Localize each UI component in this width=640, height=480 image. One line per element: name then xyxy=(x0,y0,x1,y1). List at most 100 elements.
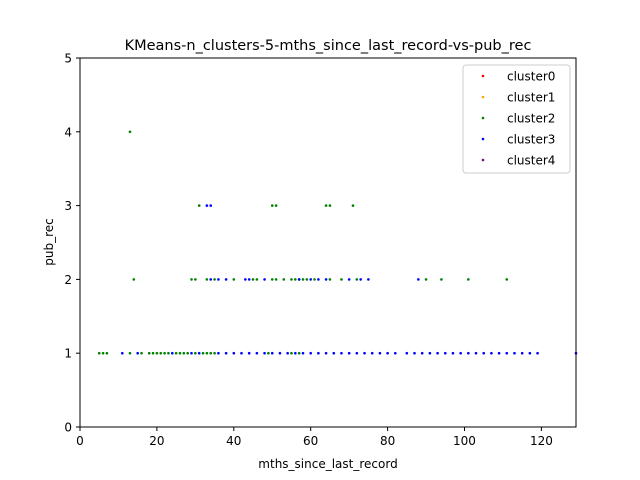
point-cluster3-18 xyxy=(170,351,174,355)
point-cluster2-26 xyxy=(355,278,359,281)
point-cluster3-25 xyxy=(247,351,251,355)
point-cluster2-24 xyxy=(328,278,332,281)
point-cluster3-41 xyxy=(370,351,374,355)
legend-marker-cluster1 xyxy=(481,95,485,99)
point-cluster3-30 xyxy=(286,351,289,355)
point-cluster2-18 xyxy=(290,278,293,281)
point-cluster2-15 xyxy=(270,278,274,281)
point-cluster3-24 xyxy=(240,351,243,355)
x-tick-label: 120 xyxy=(530,434,553,448)
point-cluster2-46 xyxy=(194,351,197,355)
point-cluster3-19 xyxy=(190,351,193,355)
y-tick-label: 0 xyxy=(64,421,72,435)
x-tick-label: 60 xyxy=(303,434,318,448)
point-cluster3-1 xyxy=(209,204,213,207)
legend: cluster0 cluster1 cluster2 cluster3 cluster4 xyxy=(462,64,571,174)
point-cluster2-14 xyxy=(255,278,259,281)
point-cluster2-6 xyxy=(351,204,355,207)
point-cluster3-34 xyxy=(317,351,320,355)
point-cluster3-52 xyxy=(459,351,462,355)
point-cluster3-29 xyxy=(278,351,282,355)
point-cluster3-40 xyxy=(363,351,366,355)
point-cluster3-27 xyxy=(263,351,266,355)
point-cluster3-45 xyxy=(405,351,409,355)
point-cluster2-8 xyxy=(190,278,193,281)
y-tick-label: 3 xyxy=(64,199,72,213)
legend-label-cluster1: cluster1 xyxy=(507,91,555,105)
x-axis-label: mths_since_last_record xyxy=(258,457,397,471)
point-cluster3-12 xyxy=(347,278,351,281)
point-cluster2-43 xyxy=(178,351,182,355)
point-cluster3-39 xyxy=(355,351,359,355)
point-cluster2-25 xyxy=(340,278,343,281)
point-cluster3-8 xyxy=(297,278,301,281)
point-cluster3-9 xyxy=(309,278,313,281)
point-cluster3-37 xyxy=(340,351,343,355)
point-cluster2-5 xyxy=(328,204,332,207)
legend-marker-cluster0 xyxy=(481,74,485,78)
x-tick-label: 20 xyxy=(149,434,164,448)
point-cluster2-4 xyxy=(324,204,328,207)
point-cluster2-33 xyxy=(105,351,109,355)
y-tick-label: 2 xyxy=(64,273,72,287)
point-cluster2-40 xyxy=(163,351,166,355)
point-cluster2-42 xyxy=(174,351,178,355)
point-cluster3-51 xyxy=(451,351,455,355)
point-cluster2-29 xyxy=(467,278,470,281)
point-cluster3-11 xyxy=(324,278,328,281)
point-cluster3-54 xyxy=(474,351,478,355)
point-cluster3-35 xyxy=(324,351,328,355)
point-cluster3-60 xyxy=(520,351,524,355)
point-cluster3-57 xyxy=(497,351,501,355)
point-cluster2-53 xyxy=(297,351,301,355)
legend-label-cluster2: cluster2 xyxy=(507,112,555,126)
point-cluster3-50 xyxy=(443,351,447,355)
point-cluster3-14 xyxy=(367,278,370,281)
point-cluster2-31 xyxy=(97,351,101,355)
point-cluster3-21 xyxy=(217,351,220,355)
point-cluster3-4 xyxy=(224,278,228,281)
point-cluster2-50 xyxy=(213,351,216,355)
y-axis-label: pub_rec xyxy=(42,218,56,266)
point-cluster3-32 xyxy=(301,351,305,355)
point-cluster3-49 xyxy=(436,351,439,355)
point-cluster3-44 xyxy=(393,351,397,355)
point-cluster3-38 xyxy=(347,351,351,355)
x-tick-label: 40 xyxy=(226,434,241,448)
legend-box xyxy=(462,64,571,174)
point-cluster2-32 xyxy=(101,351,105,355)
point-cluster3-2 xyxy=(209,278,213,281)
point-cluster2-13 xyxy=(251,278,255,281)
point-cluster3-3 xyxy=(217,278,220,281)
legend-marker-cluster3 xyxy=(481,137,485,141)
point-cluster2-28 xyxy=(440,278,443,281)
legend-label-cluster3: cluster3 xyxy=(507,133,555,147)
x-tick-label: 80 xyxy=(380,434,395,448)
legend-marker-cluster4 xyxy=(481,158,485,162)
point-cluster2-30 xyxy=(505,278,509,281)
axes-frame xyxy=(79,57,577,428)
point-cluster2-11 xyxy=(213,278,216,281)
point-cluster3-13 xyxy=(359,278,362,281)
y-tick-label: 1 xyxy=(64,347,72,361)
point-cluster2-38 xyxy=(155,351,159,355)
point-cluster2-35 xyxy=(140,351,143,355)
point-cluster3-15 xyxy=(417,278,420,281)
point-cluster2-21 xyxy=(301,278,305,281)
point-cluster2-47 xyxy=(201,351,205,355)
legend-label-cluster4: cluster4 xyxy=(507,154,555,168)
point-cluster3-42 xyxy=(378,351,382,355)
x-tick-label: 100 xyxy=(453,434,476,448)
point-cluster2-41 xyxy=(167,351,170,355)
point-cluster2-22 xyxy=(305,278,309,281)
y-tick-label: 5 xyxy=(64,52,72,66)
point-cluster2-7 xyxy=(132,278,136,281)
point-cluster3-55 xyxy=(482,351,486,355)
point-cluster3-5 xyxy=(244,278,247,281)
point-cluster3-53 xyxy=(467,351,470,355)
point-cluster2-0 xyxy=(128,130,132,134)
point-cluster3-16 xyxy=(120,351,124,355)
point-cluster3-31 xyxy=(294,351,297,355)
x-tick-label: 0 xyxy=(76,434,84,448)
point-cluster3-43 xyxy=(386,351,389,355)
